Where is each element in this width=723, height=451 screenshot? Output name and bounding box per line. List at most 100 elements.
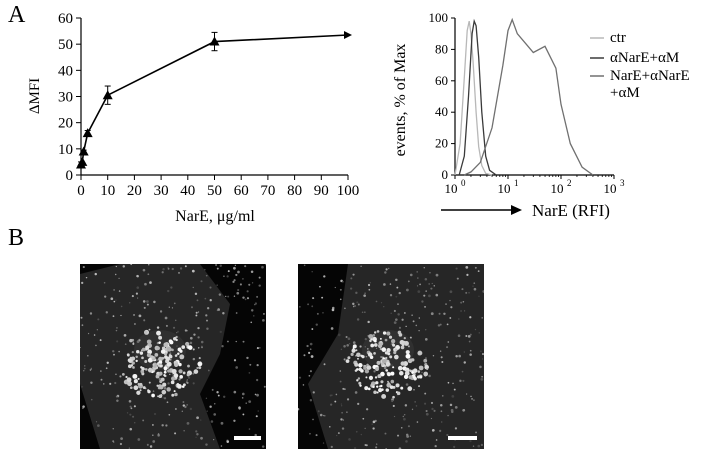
fluorescent-speck <box>481 375 484 378</box>
fluorescent-vesicle <box>376 391 379 394</box>
fluorescent-speck <box>156 326 160 329</box>
fluorescent-speck <box>248 400 252 404</box>
fluorescent-speck <box>147 273 150 276</box>
fluorescent-speck <box>471 398 473 400</box>
fluorescent-speck <box>195 430 198 433</box>
fluorescent-vesicle <box>368 334 374 339</box>
fluorescent-speck <box>470 395 472 398</box>
fluorescent-speck <box>153 300 156 304</box>
fluorescent-speck <box>387 267 390 270</box>
fluorescent-vesicle <box>400 361 405 366</box>
fluorescent-speck <box>215 264 218 267</box>
fluorescent-speck <box>131 295 134 298</box>
fluorescent-speck <box>431 407 434 411</box>
fluorescent-vesicle <box>385 356 388 360</box>
fluorescent-speck <box>209 286 212 289</box>
fluorescent-vesicle <box>137 377 140 380</box>
fluorescent-speck <box>331 308 335 312</box>
fluorescent-vesicle <box>380 384 383 388</box>
fluorescent-speck <box>315 434 318 437</box>
fluorescent-vesicle <box>126 353 130 357</box>
fluorescent-vesicle <box>154 353 159 357</box>
fluorescent-speck <box>383 305 385 308</box>
fluorescent-vesicle <box>168 354 173 359</box>
fluorescent-vesicle <box>385 369 389 372</box>
fluorescent-speck <box>342 387 345 390</box>
fluorescent-vesicle <box>386 331 391 336</box>
fluorescent-speck <box>165 324 168 327</box>
fluorescent-speck <box>364 311 366 313</box>
fluorescent-speck <box>168 413 171 416</box>
fluorescent-speck <box>430 312 434 316</box>
fluorescent-speck <box>421 300 424 303</box>
fluorescent-speck <box>438 312 441 315</box>
fluorescent-speck <box>309 348 312 351</box>
fluorescent-speck <box>367 283 371 287</box>
fluorescent-speck <box>233 295 236 297</box>
fluorescent-speck <box>90 381 93 384</box>
fluorescent-speck <box>431 428 435 432</box>
fluorescent-speck <box>418 317 421 319</box>
fluorescent-speck <box>396 286 399 289</box>
fluorescent-vesicle <box>382 331 387 335</box>
fluorescent-speck <box>428 374 431 378</box>
fluorescent-speck <box>340 403 342 405</box>
fluorescent-speck <box>472 285 474 287</box>
fluorescent-speck <box>334 286 336 289</box>
fluorescent-speck <box>347 337 351 341</box>
fluorescent-speck <box>89 312 93 315</box>
fluorescent-speck <box>82 407 84 410</box>
fluorescent-vesicle <box>158 384 162 388</box>
dose-data-point <box>78 146 89 156</box>
fluorescent-vesicle <box>365 376 368 379</box>
hist-x-tick-label: 10 <box>445 181 458 196</box>
fluorescent-vesicle <box>174 362 179 367</box>
fluorescent-speck <box>90 367 92 370</box>
fluorescent-speck <box>440 404 443 407</box>
fluorescent-speck <box>191 269 195 273</box>
fluorescent-vesicle <box>386 347 391 353</box>
fluorescent-speck <box>262 318 265 322</box>
fluorescent-speck <box>364 346 366 348</box>
fluorescent-speck <box>206 307 210 310</box>
fluorescent-vesicle <box>423 371 429 377</box>
fluorescent-speck <box>376 443 378 445</box>
dose-y-tick-label: 60 <box>58 11 73 27</box>
fluorescent-speck <box>303 354 306 357</box>
fluorescent-speck <box>405 440 408 443</box>
fluorescent-vesicle <box>160 349 166 354</box>
fluorescent-vesicle <box>147 367 153 373</box>
fluorescent-speck <box>163 397 167 400</box>
fluorescent-speck <box>441 421 443 423</box>
fluorescent-speck <box>157 434 160 437</box>
fluorescent-speck <box>226 440 230 443</box>
fluorescent-speck <box>161 424 164 427</box>
fluorescent-speck <box>118 277 120 279</box>
fluorescent-speck <box>340 418 343 421</box>
fluorescent-speck <box>393 309 396 313</box>
dose-x-tick-label: 10 <box>100 183 115 199</box>
fluorescent-speck <box>389 294 393 297</box>
fluorescent-speck <box>384 432 387 435</box>
fluorescent-vesicle <box>177 352 180 356</box>
fluorescent-speck <box>462 409 466 412</box>
fluorescent-vesicle <box>373 339 377 343</box>
dose-y-axis-label: ΔMFI <box>27 78 43 114</box>
fluorescent-vesicle <box>395 383 400 388</box>
fluorescent-vesicle <box>417 350 423 356</box>
fluorescent-vesicle <box>140 366 143 369</box>
fluorescent-vesicle <box>399 339 405 345</box>
fluorescent-speck <box>365 444 368 447</box>
fluorescent-speck <box>132 366 135 369</box>
fluorescent-speck <box>453 445 456 448</box>
fluorescent-speck <box>310 355 314 358</box>
fluorescent-speck <box>135 355 138 359</box>
fluorescent-speck <box>216 284 218 286</box>
fluorescent-speck <box>182 401 185 403</box>
fluorescent-vesicle <box>377 343 383 349</box>
fluorescent-speck <box>100 378 103 381</box>
fluorescent-speck <box>455 355 458 358</box>
dose-data-point <box>209 36 220 46</box>
fluorescent-speck <box>133 314 135 316</box>
dose-y-tick-label: 40 <box>58 63 73 79</box>
